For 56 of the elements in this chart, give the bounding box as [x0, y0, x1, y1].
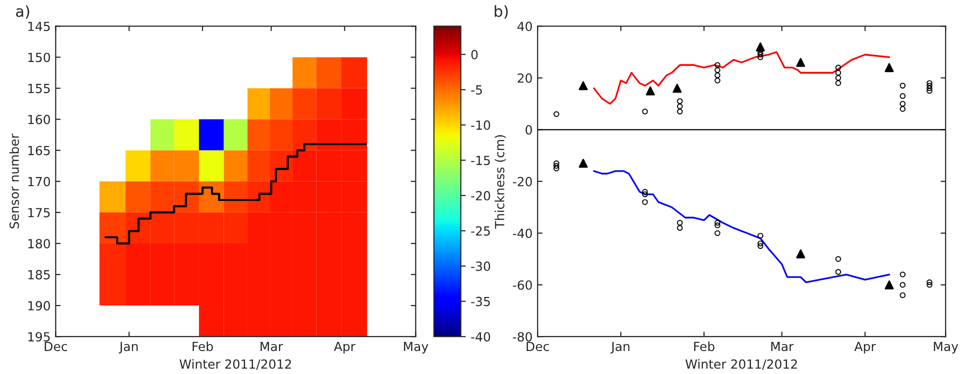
- text: a): [16, 5, 30, 19]
- y-tick-label: 185: [28, 270, 50, 280]
- color-bar-label: -30: [471, 262, 490, 271]
- x-tick-label: May: [934, 342, 958, 354]
- y-tick-label: 160: [28, 114, 50, 124]
- color-bar-label: -20: [471, 190, 490, 200]
- x-axis-title: Winter 2011/2012: [686, 359, 797, 370]
- x-tick-label: Mar: [260, 342, 283, 352]
- point: [578, 158, 588, 168]
- y-tick-label: -60: [512, 280, 532, 290]
- x-tick-label: Apr: [854, 342, 876, 354]
- y-tick-label: 175: [28, 208, 50, 218]
- line-series: [593, 170, 890, 284]
- x-tick-label: Dec: [44, 342, 67, 352]
- y-axis-title: Sensor number: [9, 134, 19, 228]
- x-tick-label: Jan: [118, 342, 138, 354]
- y-tick-label: 145: [28, 22, 50, 32]
- y-tick-label: -40: [512, 228, 532, 238]
- x-tick-label: Feb: [192, 341, 213, 352]
- y-tick-label: 165: [28, 146, 50, 156]
- point: [646, 86, 655, 96]
- x-tick-label: Apr: [334, 342, 356, 354]
- y-tick-label: 180: [28, 238, 50, 248]
- y-tick-label: 150: [28, 52, 50, 62]
- x-tick-label: Jan: [610, 342, 630, 354]
- y-tick-label: -20: [512, 176, 532, 186]
- x-tick-label: Mar: [771, 342, 794, 352]
- y-tick-label: 0: [526, 125, 532, 135]
- point: [756, 42, 765, 52]
- line-series: [593, 51, 890, 105]
- y-tick-label: 155: [28, 84, 50, 94]
- color-bar-label: -10: [471, 120, 490, 130]
- color-bar-label: -40: [471, 332, 490, 342]
- color-bar-label: -35: [471, 296, 490, 306]
- y-tick-label: 20: [518, 73, 532, 83]
- color-bar-label: -15: [471, 156, 490, 166]
- y-tick-label: 195: [28, 332, 50, 342]
- point: [578, 81, 588, 90]
- y-tick-label: 190: [28, 301, 50, 310]
- y-tick-label: 170: [28, 176, 50, 186]
- y-tick-label: 40: [517, 22, 532, 32]
- color-bar-label: 0: [471, 50, 478, 60]
- color-bar-label: -25: [471, 226, 490, 236]
- x-tick-label: Feb: [694, 341, 714, 352]
- color-bar-label: -5: [471, 85, 482, 95]
- point: [672, 84, 682, 93]
- y-axis-title: Thickness (cm): [494, 135, 506, 229]
- y-tick-label: -80: [512, 332, 532, 342]
- x-tick-label: May: [404, 342, 428, 354]
- point: [884, 63, 894, 72]
- text: b): [494, 5, 508, 19]
- point: [796, 249, 806, 258]
- x-tick-label: Dec: [526, 342, 549, 352]
- point: [796, 58, 806, 67]
- point: [884, 280, 894, 290]
- x-axis-title: Winter 2011/2012: [180, 359, 291, 370]
